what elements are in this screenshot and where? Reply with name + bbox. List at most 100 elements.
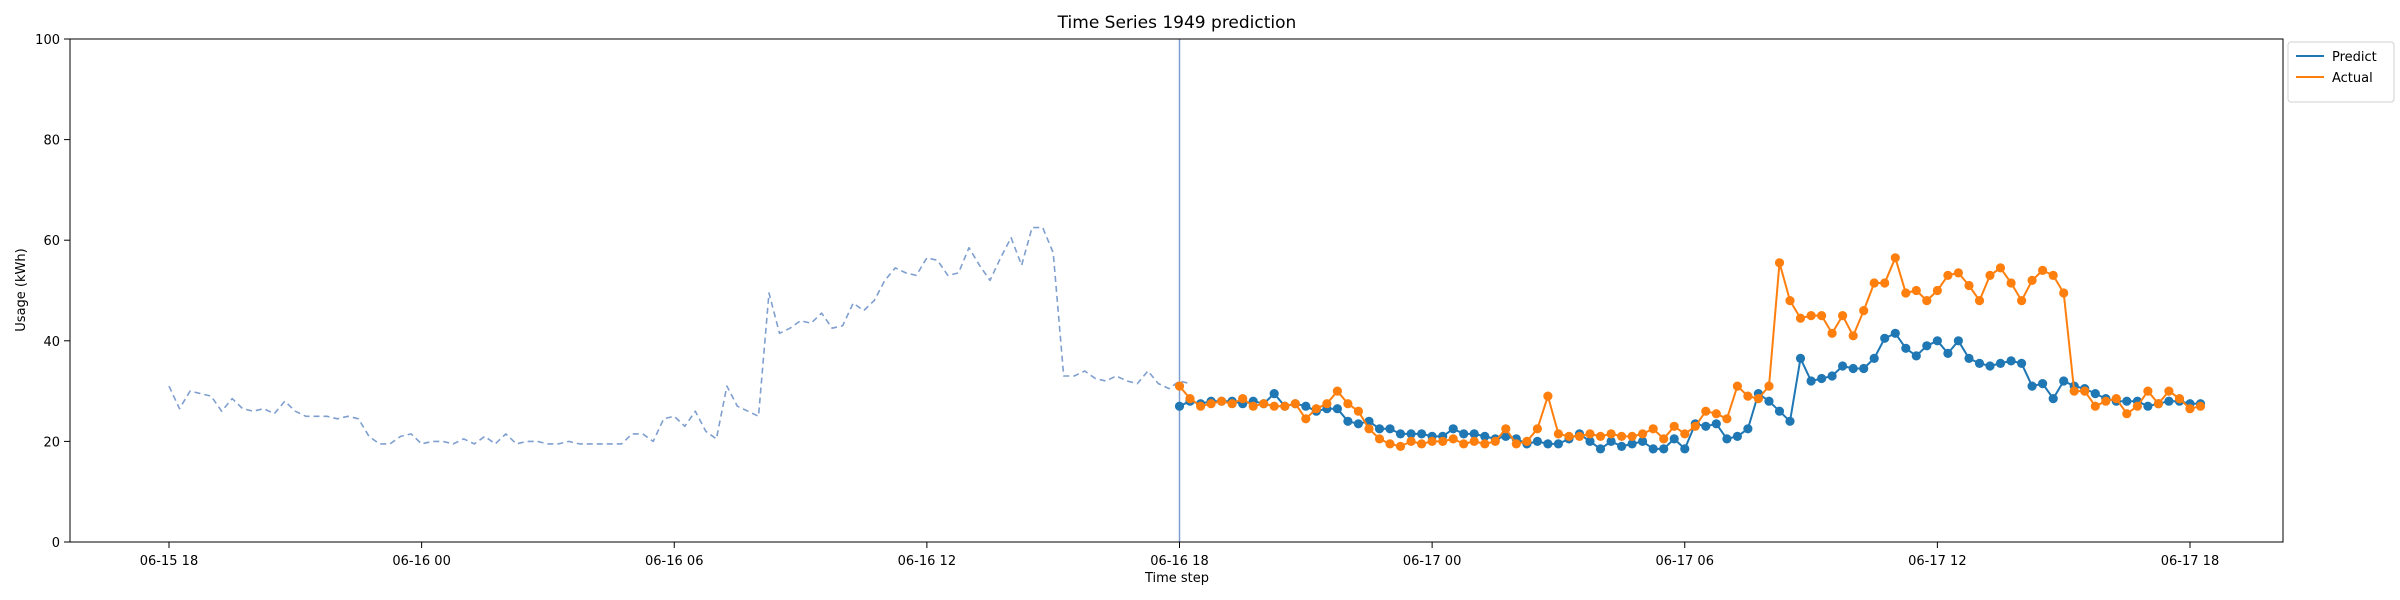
actual-point [1680,429,1690,439]
actual-point [1374,434,1385,444]
actual-point [1795,313,1806,323]
actual-point [1964,280,1974,291]
predict-point [1374,424,1385,434]
actual-point [1385,439,1395,449]
predict-point [1848,363,1858,374]
predict-point [1659,444,1669,454]
actual-point [1238,394,1248,404]
predict-point [1911,351,1921,361]
predict-point [1638,436,1648,446]
actual-point [1827,328,1837,338]
actual-point [2048,270,2058,280]
y-tick-label: 20 [43,435,60,450]
actual-point [1701,406,1711,416]
predict-point [1859,363,1869,374]
actual-point [2111,394,2121,404]
predict-point [2006,356,2016,366]
predict-point [2090,389,2100,399]
predict-point [2122,396,2132,406]
actual-point [1564,431,1574,441]
actual-point [1617,431,1627,441]
actual-point [1532,424,1542,434]
actual-point [1501,424,1511,434]
predict-point [1701,421,1711,431]
predict-point [1343,416,1353,426]
predict-point [1943,348,1953,358]
actual-point [1585,429,1595,439]
predict-point [1785,416,1795,426]
actual-point [1743,391,1753,401]
predict-point [1532,436,1542,446]
actual-point [1322,399,1332,409]
actual-point [2164,386,2174,396]
actual-point [1343,399,1353,409]
actual-point [1922,296,1932,306]
actual-point [2174,394,2185,404]
actual-point [2090,401,2100,411]
legend-label-actual: Actual [2332,71,2373,86]
plot-frame [69,38,2284,543]
actual-point [1301,414,1311,424]
actual-point [2185,404,2195,414]
actual-point [1848,331,1858,341]
actual-point [1332,386,1342,396]
predict-point [1774,406,1785,416]
predict-point [1353,419,1363,429]
predict-point [2059,376,2069,386]
actual-point [1817,311,1827,321]
predict-point [1932,336,1942,346]
actual-point [1448,434,1458,444]
predict-point [2017,358,2027,368]
actual-point [1669,421,1679,431]
x-tick-label: 06-17 18 [2161,554,2219,569]
actual-point [1395,441,1406,451]
actual-point [1574,431,1585,441]
actual-point [1627,431,1637,441]
predict-point [2038,379,2048,389]
actual-point [1206,399,1216,409]
predict-point [1301,401,1311,411]
actual-point [1543,391,1553,401]
x-tick-label: 06-17 06 [1656,554,1714,569]
predict-point [1711,419,1721,429]
predict-point [1743,424,1753,434]
actual-point [1690,421,1700,431]
actual-point [1911,285,1921,296]
predict-point [1627,439,1637,449]
actual-point [1522,436,1532,446]
y-tick-label: 80 [43,134,60,149]
actual-point [2006,278,2016,288]
actual-point [1648,424,1658,434]
actual-point [1595,431,1606,441]
predict-point [1869,353,1879,363]
actual-point [1764,381,1774,391]
actual-point [1901,288,1911,298]
chart-title: Time Series 1949 prediction [1057,13,1297,33]
predict-point [1722,434,1732,444]
actual-point [1890,253,1900,263]
actual-point [1248,401,1258,411]
actual-point [1311,404,1321,414]
actual-point [1785,296,1795,306]
actual-point [1459,439,1469,449]
predict-point [1480,431,1490,441]
actual-point [1174,381,1185,391]
predict-point [1817,373,1827,384]
predict-point [1806,376,1816,386]
actual-point [1659,434,1669,444]
x-tick-label: 06-16 00 [392,554,450,569]
predict-point [1406,429,1416,439]
predict-point [1764,396,1774,406]
predict-point [1385,424,1395,434]
predict-point [2143,401,2153,411]
actual-point [2069,386,2079,396]
actual-point [2027,275,2037,285]
actual-point [1838,311,1848,321]
actual-point [1438,436,1448,446]
actual-point [1353,406,1363,416]
actual-point [2153,399,2163,409]
legend: Predict Actual [2287,41,2395,103]
actual-point [2195,401,2206,411]
actual-point [1995,263,2006,273]
